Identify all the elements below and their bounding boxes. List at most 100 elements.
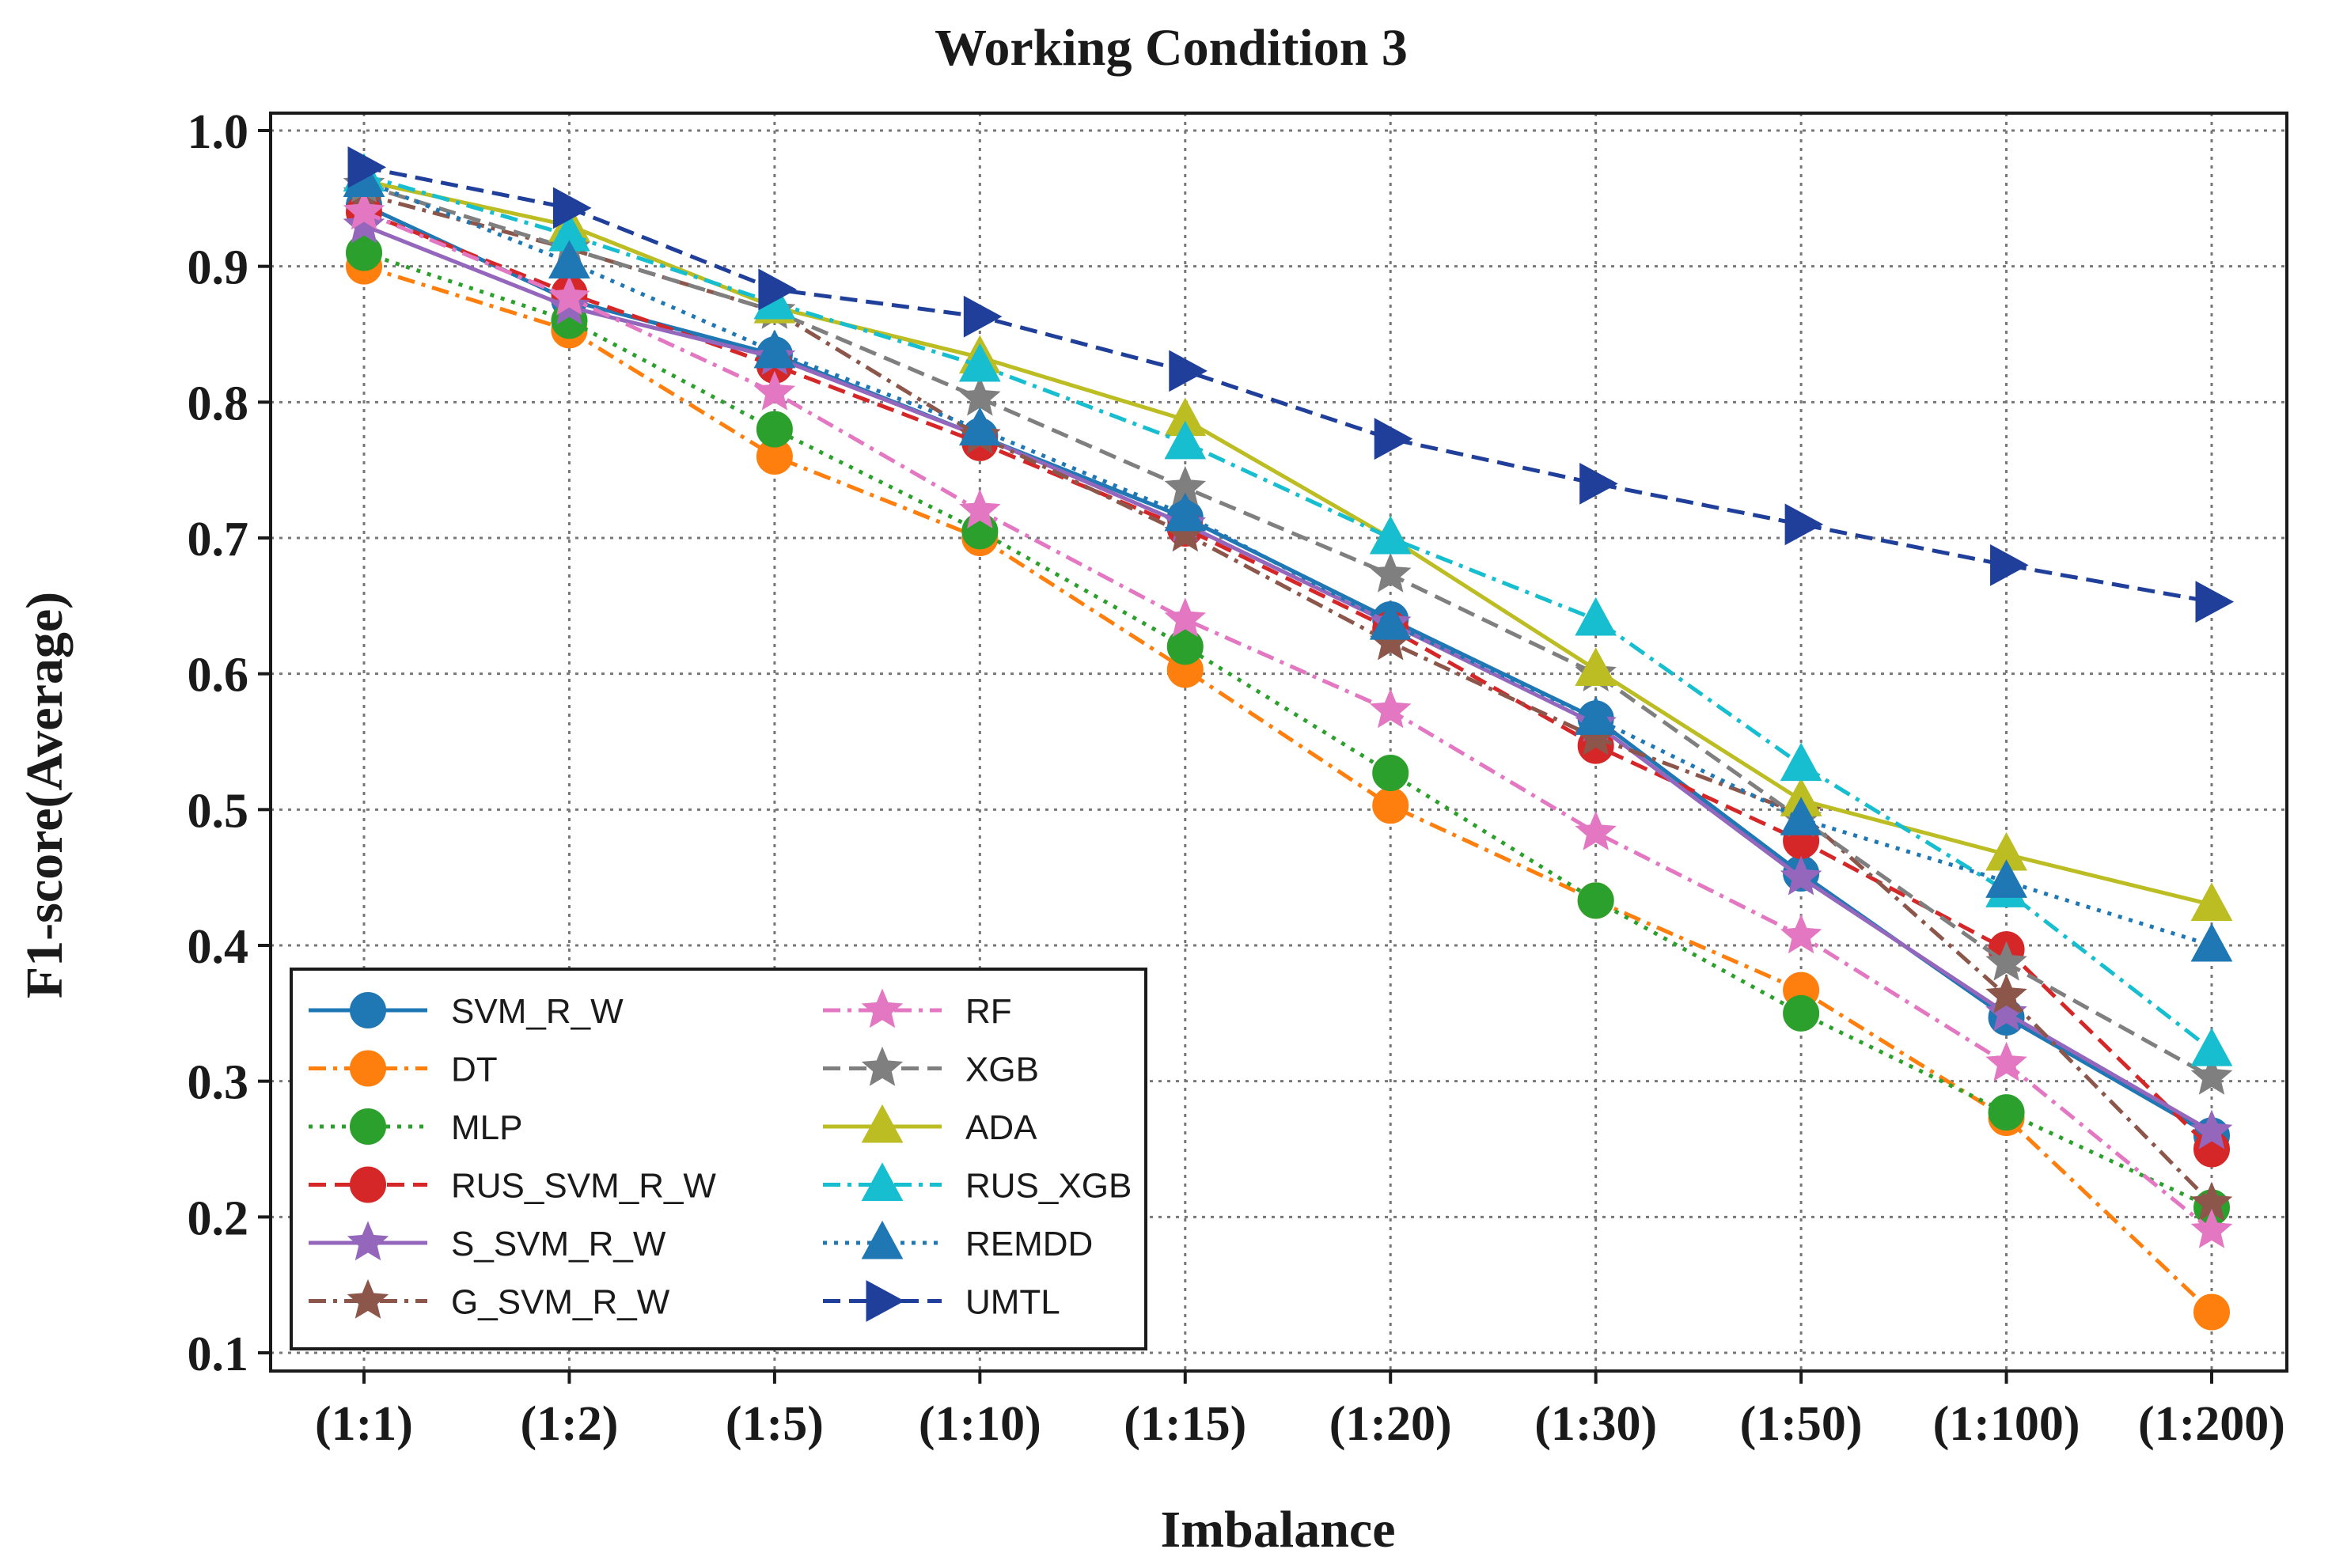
series-xgb bbox=[343, 163, 2233, 1095]
data-point bbox=[1784, 503, 1824, 546]
data-point bbox=[1164, 492, 1207, 532]
data-point bbox=[548, 275, 590, 316]
series-line bbox=[363, 264, 2213, 1314]
series-line bbox=[363, 179, 2212, 948]
data-point bbox=[1990, 543, 2029, 586]
x-tick-label: (1:15) bbox=[1124, 1397, 1246, 1451]
x-axis-label: Imbalance bbox=[1161, 1501, 1396, 1559]
data-point bbox=[2190, 922, 2233, 962]
y-tick-label: 0.5 bbox=[188, 784, 249, 838]
x-tick-label: (1:1) bbox=[315, 1397, 413, 1451]
data-point bbox=[1783, 994, 1820, 1032]
data-point bbox=[758, 268, 797, 311]
x-tick-label: (1:20) bbox=[1329, 1397, 1452, 1451]
series-line bbox=[363, 210, 2213, 1151]
legend-label: REMDD bbox=[965, 1225, 1093, 1263]
data-point bbox=[1985, 941, 2027, 981]
x-tick-label: (1:200) bbox=[2138, 1397, 2285, 1451]
data-point bbox=[1575, 810, 1617, 850]
data-point bbox=[1780, 914, 1822, 954]
legend-label: UMTL bbox=[965, 1283, 1060, 1322]
data-point bbox=[1369, 515, 1412, 555]
data-point bbox=[1985, 1041, 2027, 1081]
legend-label: SVM_R_W bbox=[451, 992, 624, 1031]
legend-item: UMTL bbox=[823, 1280, 1060, 1322]
data-point bbox=[1369, 688, 1412, 729]
data-point bbox=[1369, 601, 1412, 640]
x-tick-label: (1:10) bbox=[919, 1397, 1041, 1451]
legend-marker bbox=[861, 1046, 904, 1086]
legend-item: RF bbox=[823, 988, 1012, 1031]
legend-item: XGB bbox=[823, 1046, 1039, 1089]
legend-label: ADA bbox=[965, 1108, 1037, 1147]
legend-item: MLP bbox=[309, 1108, 522, 1147]
series-group bbox=[343, 146, 2235, 1331]
legend-item: DT bbox=[309, 1050, 498, 1089]
series-line bbox=[363, 251, 2213, 1210]
data-point bbox=[1164, 420, 1207, 460]
legend-item: S_SVM_R_W bbox=[309, 1221, 666, 1263]
data-point bbox=[1575, 696, 1617, 735]
data-point bbox=[1369, 552, 1412, 593]
data-point bbox=[1575, 647, 1617, 687]
y-tick-label: 0.7 bbox=[188, 513, 249, 566]
data-point bbox=[959, 376, 1001, 416]
legend-item: SVM_R_W bbox=[309, 992, 624, 1031]
data-point bbox=[343, 190, 385, 230]
legend-marker bbox=[347, 1221, 389, 1261]
data-point bbox=[1985, 973, 2027, 1013]
legend-marker bbox=[347, 1278, 389, 1319]
y-tick-label: 0.6 bbox=[188, 649, 249, 703]
plot-frame bbox=[269, 112, 2288, 1373]
data-point bbox=[1780, 797, 1822, 835]
legend-item: RUS_XGB bbox=[823, 1162, 1132, 1206]
data-point bbox=[1374, 418, 1413, 460]
data-point bbox=[1985, 991, 2027, 1032]
x-tick-label: (1:100) bbox=[1933, 1397, 2080, 1451]
data-point bbox=[2190, 1208, 2233, 1248]
legend-label: XGB bbox=[965, 1051, 1039, 1089]
legend-marker bbox=[861, 1104, 904, 1143]
data-point bbox=[2190, 1055, 2233, 1095]
y-tick-label: 0.8 bbox=[188, 377, 249, 430]
data-point bbox=[959, 489, 1001, 529]
series-umtl bbox=[347, 146, 2235, 623]
data-point bbox=[347, 146, 387, 188]
legend-item: RUS_SVM_R_W bbox=[309, 1166, 716, 1206]
series-line bbox=[363, 183, 2213, 1079]
y-tick-label: 0.1 bbox=[188, 1327, 249, 1381]
legend-label: RUS_SVM_R_W bbox=[451, 1167, 716, 1206]
data-point bbox=[958, 343, 1001, 382]
legend-item: G_SVM_R_W bbox=[309, 1278, 670, 1322]
series-line bbox=[363, 223, 2213, 1134]
legend-marker bbox=[350, 992, 386, 1028]
series-line bbox=[363, 165, 2212, 604]
x-tick-label: (1:30) bbox=[1534, 1397, 1657, 1451]
series-ada bbox=[343, 158, 2233, 921]
legend-marker bbox=[350, 1108, 386, 1145]
series-line bbox=[363, 179, 2212, 907]
legend-label: G_SVM_R_W bbox=[451, 1283, 670, 1322]
data-point bbox=[548, 240, 590, 279]
legend-label: MLP bbox=[451, 1108, 522, 1147]
data-point bbox=[756, 411, 793, 448]
series-line bbox=[363, 192, 2213, 1205]
data-point bbox=[552, 187, 592, 229]
legend-marker bbox=[861, 1162, 904, 1201]
y-tick-label: 0.2 bbox=[188, 1191, 249, 1245]
data-point bbox=[1372, 754, 1409, 791]
y-tick-label: 0.3 bbox=[188, 1056, 249, 1110]
data-point bbox=[1780, 855, 1822, 896]
data-point bbox=[753, 329, 796, 369]
data-point bbox=[753, 370, 796, 411]
y-tick-label: 1.0 bbox=[188, 105, 249, 159]
data-point bbox=[1169, 350, 1208, 392]
data-point bbox=[2190, 1109, 2233, 1149]
data-point bbox=[1579, 462, 1618, 505]
legend-label: DT bbox=[451, 1051, 498, 1089]
data-point bbox=[1577, 882, 1614, 919]
series-line bbox=[363, 210, 2213, 1233]
legend-label: S_SVM_R_W bbox=[451, 1225, 666, 1263]
